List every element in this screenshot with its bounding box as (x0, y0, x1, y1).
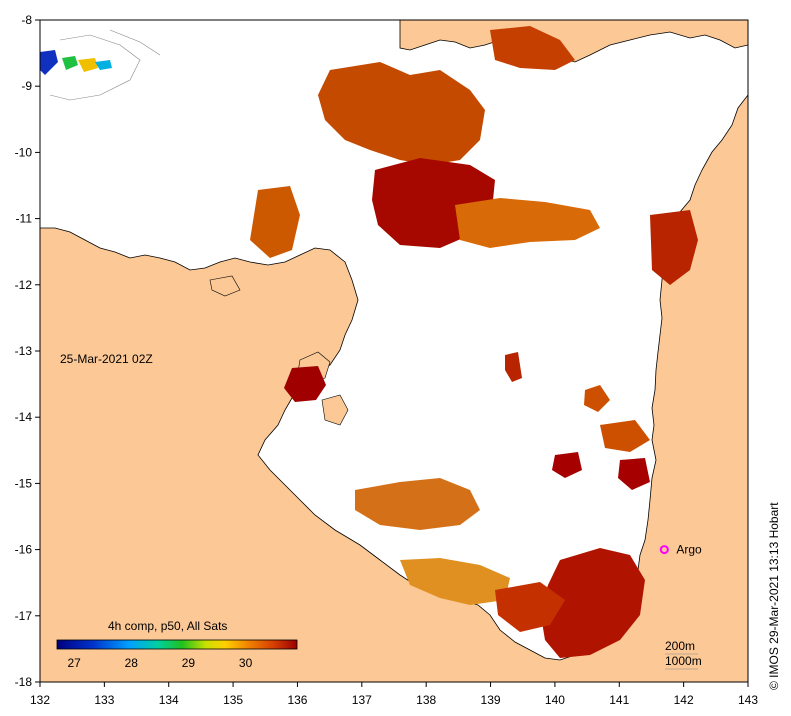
x-tick-label: 132 (30, 693, 50, 707)
x-tick-label: 140 (545, 693, 565, 707)
x-tick-label: 139 (481, 693, 501, 707)
colorbar-label: 28 (125, 656, 139, 670)
y-tick-label: -15 (15, 476, 33, 490)
y-tick-label: -13 (15, 344, 33, 358)
x-tick-label: 141 (609, 693, 629, 707)
contour-label-200m: 200m (665, 639, 695, 653)
argo-marker (659, 545, 669, 555)
colorbar-label: 27 (67, 656, 81, 670)
credit-text: © IMOS 29-Mar-2021 13:13 Hobart (767, 502, 781, 690)
x-tick-label: 134 (159, 693, 179, 707)
bathymetry-contour (49, 29, 161, 101)
contour-label-1000m: 1000m (665, 654, 702, 668)
x-tick-label: 133 (94, 693, 114, 707)
colorbar-labels: 27 28 29 30 (67, 656, 252, 670)
colorbar-scale (56, 639, 298, 650)
y-tick-label: -12 (15, 278, 33, 292)
y-tick-label: -17 (15, 609, 33, 623)
x-tick-label: 135 (223, 693, 243, 707)
x-tick-label: 138 (416, 693, 436, 707)
x-tick-label: 136 (287, 693, 307, 707)
x-tick-label: 137 (352, 693, 372, 707)
x-axis-ticks: 132 133 134 135 136 137 138 139 140 141 142 143 (30, 682, 758, 707)
colorbar-title: 4h comp, p50, All Sats (108, 619, 227, 633)
y-tick-label: -18 (15, 675, 33, 689)
y-tick-label: -10 (15, 145, 33, 159)
x-tick-label: 143 (738, 693, 758, 707)
y-axis-ticks: -8 -9 -10 -11 -12 -13 -14 -15 -16 -17 -18 (15, 13, 40, 689)
colorbar-label: 29 (182, 656, 196, 670)
x-tick-label: 142 (674, 693, 694, 707)
date-label: 25-Mar-2021 02Z (60, 352, 153, 366)
colorbar-label: 30 (239, 656, 253, 670)
y-tick-label: -8 (21, 13, 32, 27)
sst-patches (40, 26, 698, 658)
argo-label: Argo (676, 543, 702, 557)
y-tick-label: -11 (16, 212, 33, 226)
y-tick-label: -14 (15, 410, 33, 424)
y-tick-label: -9 (21, 79, 32, 93)
y-tick-label: -16 (15, 543, 33, 557)
